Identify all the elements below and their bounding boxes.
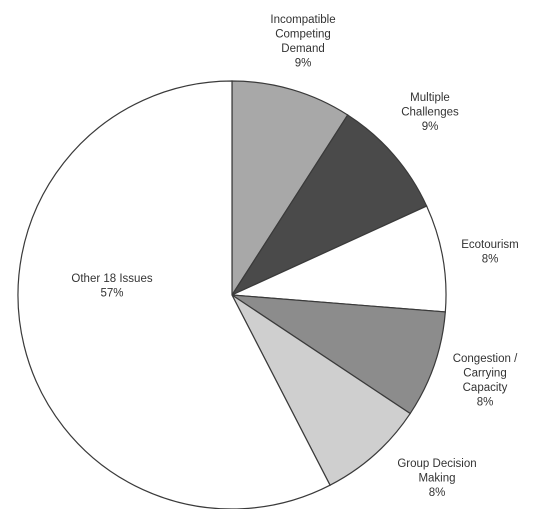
slice-label-line-0-2: Demand bbox=[281, 43, 324, 55]
slice-label-4: Group Decision Making 8% bbox=[397, 458, 476, 499]
pie-labels: Incompatible Competing Demand 9% Multiple Cha… bbox=[71, 14, 518, 499]
slice-label-line-4-1: Making bbox=[418, 473, 455, 485]
slice-percent-1: 9% bbox=[422, 121, 439, 133]
slice-percent-5: 57% bbox=[100, 288, 123, 300]
slice-label-line-2-0: Ecotourism bbox=[461, 239, 519, 251]
slice-label-line-3-0: Congestion / bbox=[453, 353, 518, 365]
slice-label-line-1-1: Challenges bbox=[401, 107, 459, 119]
pie-slice-1 bbox=[230, 114, 428, 297]
slice-percent-0: 9% bbox=[295, 58, 312, 70]
slice-label-line-0-0: Incompatible bbox=[270, 14, 335, 26]
slice-label-line-3-2: Capacity bbox=[463, 382, 508, 394]
slice-percent-3: 8% bbox=[477, 397, 494, 409]
pie-slice-2 bbox=[229, 205, 447, 313]
pie-slices bbox=[17, 80, 447, 509]
slice-label-line-5-0: Other 18 Issues bbox=[71, 273, 152, 285]
pie-slice-0 bbox=[231, 80, 349, 298]
slice-label-5: Other 18 Issues 57% bbox=[71, 273, 152, 300]
slice-label-line-1-0: Multiple bbox=[410, 92, 450, 104]
slice-label-1: Multiple Challenges 9% bbox=[401, 92, 459, 133]
slice-percent-2: 8% bbox=[482, 254, 499, 266]
slice-label-line-0-1: Competing bbox=[275, 29, 331, 41]
pie-slice-3 bbox=[229, 294, 446, 415]
pie-slice-4 bbox=[230, 293, 412, 487]
slice-label-3: Congestion / Carrying Capacity 8% bbox=[453, 353, 518, 409]
slice-label-line-4-0: Group Decision bbox=[397, 458, 476, 470]
slice-label-0: Incompatible Competing Demand 9% bbox=[270, 14, 335, 70]
slice-percent-4: 8% bbox=[429, 487, 446, 499]
slice-label-2: Ecotourism 8% bbox=[461, 239, 519, 266]
slice-label-line-3-1: Carrying bbox=[463, 368, 506, 380]
